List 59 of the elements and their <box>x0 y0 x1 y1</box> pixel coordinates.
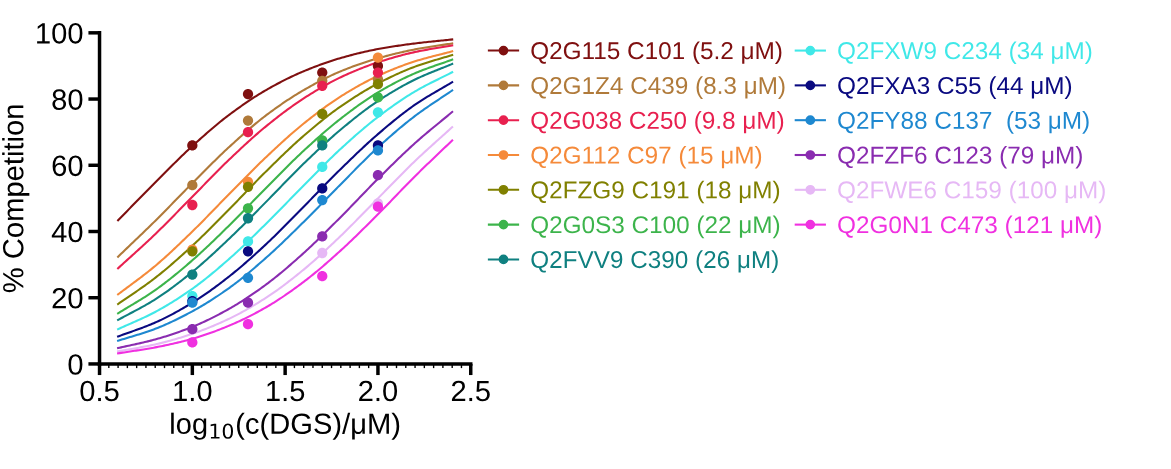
point <box>372 170 384 181</box>
y-tick-label: 20 <box>52 287 83 309</box>
legend-label: Q2FWE6 C159 (100 μM) <box>838 180 1105 204</box>
point <box>372 92 384 103</box>
point <box>242 203 254 214</box>
point <box>187 179 198 191</box>
y-axis-title: % Competition <box>2 105 30 293</box>
point <box>317 247 328 259</box>
y-tick-label: 60 <box>52 155 83 177</box>
legend-label: Q2FVV9 C390 (26 μM) <box>531 250 778 273</box>
point <box>242 213 254 224</box>
point <box>187 199 198 211</box>
legend-label: Q2G112 C97 (15 μM) <box>531 145 762 169</box>
y-tick-label: 0 <box>68 354 83 375</box>
point <box>317 183 328 194</box>
x-tick-label: 1.0 <box>174 380 212 402</box>
x-tick-label: 2.0 <box>359 380 398 402</box>
x-tick-label: 0.5 <box>80 380 119 402</box>
point <box>242 246 254 257</box>
point <box>372 79 384 90</box>
point <box>317 161 328 173</box>
x-tick-label: 1.5 <box>267 380 305 402</box>
point <box>317 271 328 282</box>
point <box>187 269 198 280</box>
legend-label: Q2G1Z4 C439 (8.3 μM) <box>531 76 785 99</box>
point <box>242 88 254 100</box>
legend-label: Q2FY88 C137 (53 μM) <box>838 111 1089 134</box>
y-tick-label: 40 <box>51 221 83 243</box>
x-tick-label: 2.5 <box>451 380 490 402</box>
point <box>242 181 254 192</box>
x-axis-title: log$_{10}$(c(DGS)/μM) <box>171 412 400 440</box>
point <box>187 337 198 348</box>
point <box>242 272 254 283</box>
legend-label: Q2G115 C101 (5.2 μM) <box>531 41 782 65</box>
point <box>372 52 384 63</box>
point <box>187 324 198 335</box>
point <box>317 140 328 151</box>
legend-label: Q2G0N1 C473 (121 μM) <box>838 215 1101 239</box>
legend-label: Q2FXA3 C55 (44 μM) <box>838 76 1072 99</box>
point <box>372 67 384 78</box>
y-tick-label: 100 <box>37 23 83 44</box>
point <box>317 194 328 206</box>
legend-label: Q2FXW9 C234 (34 μM) <box>838 41 1092 65</box>
legend-label: Q2G038 C250 (9.8 μM) <box>531 111 784 134</box>
legend-label: Q2G0S3 C100 (22 μM) <box>531 215 780 239</box>
point <box>372 145 384 156</box>
legend-label: Q2FZG9 C191 (18 μM) <box>531 180 780 204</box>
point <box>317 108 328 120</box>
point <box>372 107 384 118</box>
y-tick-label: 80 <box>52 89 83 110</box>
point <box>242 127 254 138</box>
point <box>242 319 254 330</box>
legend-label: Q2FZF6 C123 (79 μM) <box>838 145 1082 169</box>
point <box>187 140 198 151</box>
point <box>317 231 328 242</box>
point <box>242 297 254 308</box>
point <box>242 236 254 247</box>
point <box>317 80 328 91</box>
point <box>242 115 254 126</box>
